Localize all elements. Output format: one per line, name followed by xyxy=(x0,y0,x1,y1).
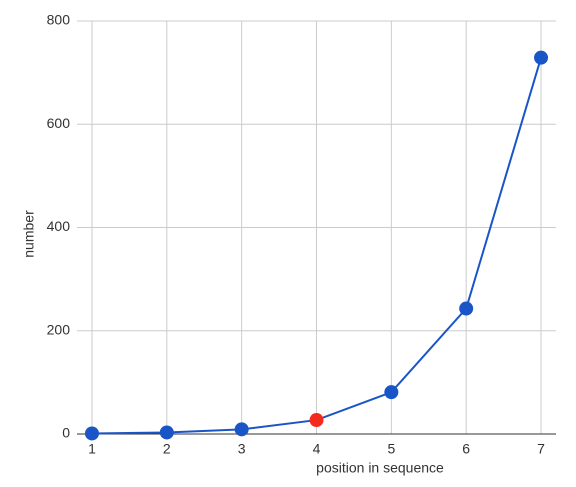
y-tick-label: 600 xyxy=(47,115,71,131)
x-axis-title: position in sequence xyxy=(316,460,444,476)
point xyxy=(234,422,249,437)
point xyxy=(159,425,174,440)
point xyxy=(384,385,399,400)
y-tick-label: 800 xyxy=(47,12,71,28)
x-tick-label: 3 xyxy=(238,441,246,457)
y-tick-label: 200 xyxy=(47,321,71,337)
point xyxy=(459,301,474,316)
y-axis-title: number xyxy=(21,210,37,258)
y-tick-label: 400 xyxy=(47,218,71,234)
x-tick-label: 4 xyxy=(313,441,321,457)
point xyxy=(84,426,99,441)
y-tick-label: 0 xyxy=(62,425,70,441)
x-tick-label: 7 xyxy=(537,441,545,457)
point xyxy=(534,50,549,65)
x-tick-label: 1 xyxy=(88,441,96,457)
x-tick-label: 2 xyxy=(163,441,171,457)
x-tick-label: 5 xyxy=(387,441,395,457)
x-tick-label: 6 xyxy=(462,441,470,457)
point xyxy=(309,413,324,428)
